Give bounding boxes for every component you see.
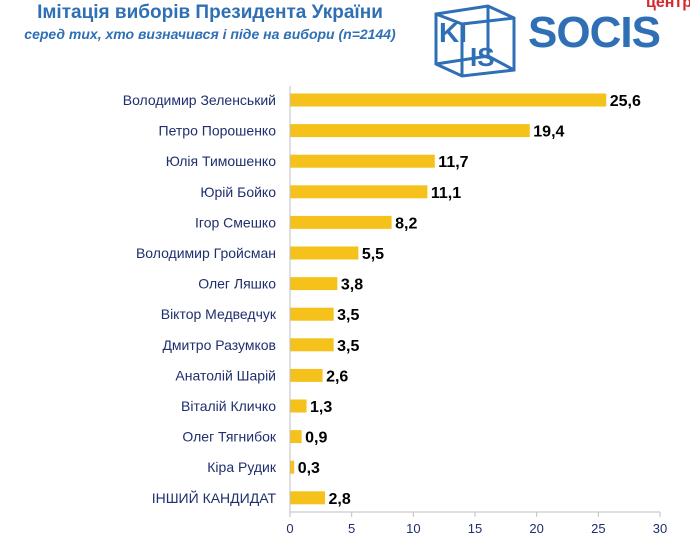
- value-label: 11,1: [431, 185, 461, 202]
- category-label: Юлія Тимошенко: [166, 153, 276, 169]
- x-tick-label: 20: [529, 521, 543, 536]
- value-label: 3,5: [337, 338, 359, 355]
- bar: [290, 491, 326, 505]
- value-label: 2,6: [326, 368, 348, 385]
- bar: [290, 124, 530, 138]
- value-label: 3,8: [341, 277, 363, 294]
- category-label: Кіра Рудик: [207, 459, 277, 475]
- bar: [290, 368, 323, 382]
- value-label: 0,9: [305, 430, 327, 447]
- bar: [290, 307, 334, 321]
- value-label: 19,4: [533, 124, 564, 141]
- category-label: Володимир Гройсман: [136, 245, 276, 261]
- category-label: Петро Порошенко: [159, 123, 277, 139]
- x-tick-label: 10: [406, 521, 420, 536]
- chart-title: Імітація виборів Президента України: [37, 2, 383, 23]
- category-label: Юрій Бойко: [200, 184, 276, 200]
- category-label: Анатолій Шарій: [175, 367, 276, 383]
- value-label: 2,8: [329, 491, 351, 508]
- x-tick-label: 5: [348, 521, 355, 536]
- category-label: Віктор Медведчук: [161, 306, 277, 322]
- bar: [290, 277, 338, 291]
- category-label: Віталій Кличко: [181, 398, 276, 414]
- x-tick-label: 25: [591, 521, 605, 536]
- category-label: ІНШИЙ КАНДИДАТ: [152, 489, 277, 506]
- kiis-logo: KI IS: [434, 4, 516, 78]
- bar: [290, 185, 428, 199]
- bar: [290, 93, 607, 107]
- chart-subtitle: серед тих, хто визначився і піде на вибо…: [24, 26, 396, 42]
- x-tick-label: 30: [653, 521, 667, 536]
- x-tick-label: 0: [286, 521, 293, 536]
- category-label: Дмитро Разумков: [162, 337, 276, 353]
- category-label: Олег Тягнибок: [182, 429, 276, 445]
- kiis-logo-bottom-text: IS: [470, 42, 495, 72]
- bar: [290, 338, 334, 352]
- x-tick-label: 15: [468, 521, 482, 536]
- category-label: Володимир Зеленський: [123, 92, 276, 108]
- bar: [290, 399, 307, 413]
- kiis-logo-top-text: KI: [439, 17, 467, 48]
- socis-centre-text: центр: [646, 0, 690, 11]
- bar: [290, 154, 435, 168]
- bar: [290, 430, 302, 444]
- socis-logo-text: SOCIS: [528, 8, 661, 57]
- value-label: 1,3: [310, 399, 332, 416]
- bar: [290, 460, 295, 474]
- value-label: 5,5: [362, 246, 384, 263]
- value-label: 3,5: [337, 307, 359, 324]
- bar: [290, 246, 359, 260]
- value-label: 25,6: [610, 93, 641, 110]
- value-label: 8,2: [395, 215, 417, 232]
- value-label: 0,3: [298, 460, 320, 477]
- category-label: Олег Ляшко: [198, 276, 276, 292]
- value-label: 11,7: [438, 154, 468, 171]
- bar: [290, 215, 392, 229]
- category-label: Ігор Смешко: [195, 214, 276, 230]
